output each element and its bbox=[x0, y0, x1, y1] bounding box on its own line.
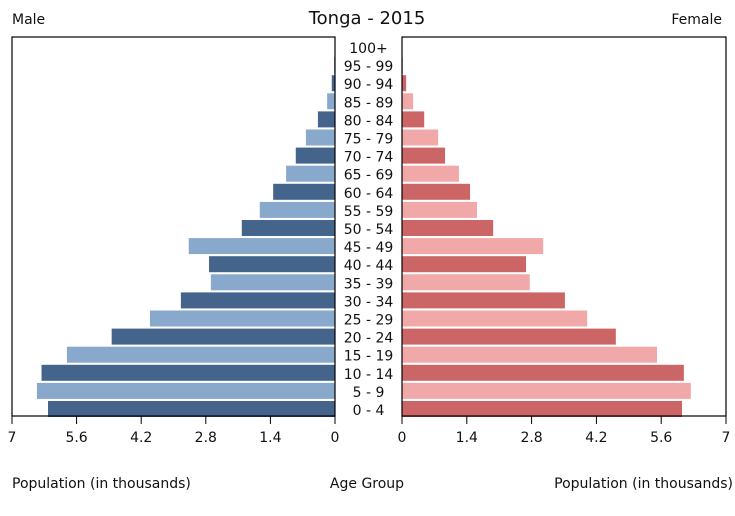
male-tick-label: 7 bbox=[8, 430, 17, 446]
female-tick-label: 2.8 bbox=[520, 430, 542, 446]
female-bar bbox=[402, 130, 438, 146]
female-tick-label: 5.6 bbox=[650, 430, 672, 446]
female-label: Female bbox=[671, 12, 722, 28]
female-bar bbox=[402, 93, 413, 109]
female-bar bbox=[402, 347, 657, 363]
age-group-label: 15 - 19 bbox=[344, 349, 394, 365]
age-group-label: 25 - 29 bbox=[344, 313, 394, 329]
age-group-label: 60 - 64 bbox=[344, 186, 394, 202]
age-group-label: 75 - 79 bbox=[344, 132, 394, 148]
age-group-label: 35 - 39 bbox=[344, 276, 394, 292]
female-bar bbox=[402, 401, 682, 417]
female-bar bbox=[402, 329, 616, 345]
male-bar bbox=[327, 93, 335, 109]
female-bar bbox=[402, 311, 587, 327]
female-bar bbox=[402, 75, 406, 91]
female-tick-label: 7 bbox=[722, 430, 731, 446]
male-tick-label: 2.8 bbox=[195, 430, 217, 446]
age-group-label: 90 - 94 bbox=[344, 77, 394, 93]
male-bar bbox=[306, 130, 335, 146]
female-bar bbox=[402, 292, 565, 308]
age-group-label: 45 - 49 bbox=[344, 240, 394, 256]
male-tick-label: 5.6 bbox=[65, 430, 87, 446]
male-bar bbox=[242, 220, 335, 236]
x-axis-label-center: Age Group bbox=[330, 476, 404, 492]
male-bar bbox=[211, 274, 335, 290]
male-bar bbox=[209, 256, 335, 272]
male-bar bbox=[296, 148, 335, 164]
male-tick-label: 4.2 bbox=[130, 430, 152, 446]
age-group-label: 55 - 59 bbox=[344, 204, 394, 220]
age-group-label: 80 - 84 bbox=[344, 113, 394, 129]
chart-title: Tonga - 2015 bbox=[308, 8, 426, 29]
female-bar bbox=[402, 256, 526, 272]
female-tick-label: 4.2 bbox=[585, 430, 607, 446]
female-bar bbox=[402, 220, 493, 236]
age-group-label: 20 - 24 bbox=[344, 331, 394, 347]
age-group-label: 30 - 34 bbox=[344, 294, 394, 310]
x-axis-label-left: Population (in thousands) bbox=[12, 476, 191, 492]
age-group-label: 85 - 89 bbox=[344, 95, 394, 111]
age-group-label: 5 - 9 bbox=[353, 385, 385, 401]
age-group-label: 50 - 54 bbox=[344, 222, 394, 238]
x-axis-label-right: Population (in thousands) bbox=[554, 476, 733, 492]
female-tick-label: 0 bbox=[398, 430, 407, 446]
female-bar bbox=[402, 111, 424, 127]
age-group-label: 100+ bbox=[349, 41, 387, 57]
female-bar bbox=[402, 148, 445, 164]
female-bar bbox=[402, 166, 459, 182]
female-bar bbox=[402, 238, 543, 254]
female-bar bbox=[402, 383, 691, 399]
age-group-label: 95 - 99 bbox=[344, 59, 394, 75]
male-bar bbox=[67, 347, 335, 363]
female-bar bbox=[402, 184, 470, 200]
male-bar bbox=[150, 311, 335, 327]
female-bar bbox=[402, 365, 684, 381]
male-bar bbox=[112, 329, 335, 345]
male-label: Male bbox=[12, 12, 45, 28]
female-bar bbox=[402, 274, 530, 290]
age-group-label: 65 - 69 bbox=[344, 168, 394, 184]
male-bar bbox=[181, 292, 335, 308]
male-bar bbox=[318, 111, 335, 127]
male-bar bbox=[286, 166, 335, 182]
age-group-label: 40 - 44 bbox=[344, 258, 394, 274]
female-tick-label: 1.4 bbox=[456, 430, 478, 446]
male-bar bbox=[189, 238, 335, 254]
male-bar bbox=[37, 383, 335, 399]
age-group-label: 0 - 4 bbox=[353, 403, 385, 419]
age-group-label: 10 - 14 bbox=[344, 367, 394, 383]
male-bar bbox=[260, 202, 335, 218]
male-tick-label: 0 bbox=[331, 430, 340, 446]
male-tick-label: 1.4 bbox=[259, 430, 281, 446]
male-bar bbox=[48, 401, 335, 417]
female-bar bbox=[402, 202, 477, 218]
age-group-label: 70 - 74 bbox=[344, 150, 394, 166]
male-bar bbox=[42, 365, 335, 381]
male-bar bbox=[273, 184, 335, 200]
